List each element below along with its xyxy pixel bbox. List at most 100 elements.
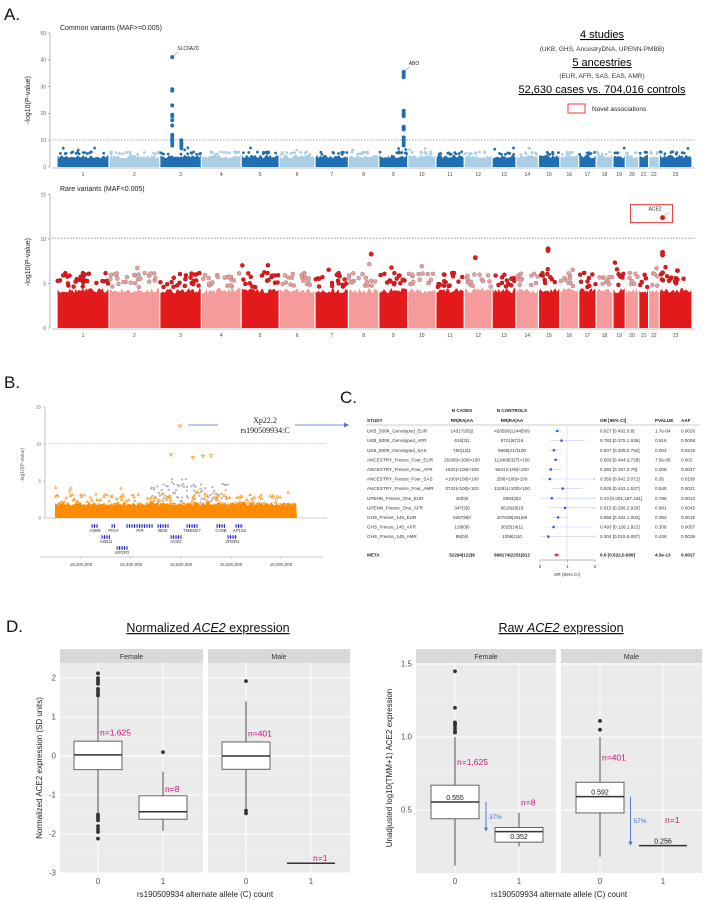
aaf: 0.0058 [681,438,695,443]
sample-size-label: n=1,625 [457,757,488,767]
x-tick-label: 15,400,000 [120,562,143,567]
x-tick-label: 1 [161,877,166,886]
normalized-xlabel: rs190509934 alternate allele (C) count [137,890,274,899]
variant-point [398,281,403,286]
variant-point [86,271,92,277]
gene-exon [104,535,105,539]
or-point [548,477,552,481]
aaf: 0.0195 [681,477,695,482]
variant-point [198,152,202,156]
variant-point [78,274,83,280]
variant-triangle-up [286,490,290,494]
variant-point [568,280,573,286]
title-gene: ACE2 [526,621,560,635]
n-cases: 3742|<100|<100 [445,486,479,491]
gene-exon [221,524,223,528]
common-title: Common variants (MAF>=0.005) [60,25,162,32]
variant-point [542,280,548,286]
chromosome-variant-cloud [649,154,659,167]
ld-variant-point [175,488,178,492]
n-controls: 420556|1244|509 [494,429,530,434]
or-point [549,468,553,471]
x-tick-label: 15,200,000 [70,562,93,567]
gene-exon [186,524,188,528]
variant-point [356,152,360,156]
variant-triangle-up [132,494,136,498]
studies-detail: (UKB, GHS, AncestryDNA, UPENN-PMBB) [540,46,665,53]
chromosome-variant-cloud [201,154,241,167]
ld-variant-point [193,489,196,492]
or-ci: 0.493 [0.126,1.921] [600,525,640,530]
hit-point [401,114,406,119]
gene-label: ACE2 [170,539,182,544]
variant-triangle-up [132,498,137,502]
chromosome-label: 14 [524,172,530,178]
chromosome-variant-cloud [379,154,408,167]
facet-strip [561,649,702,663]
variant-point [470,283,475,289]
variant-point [153,152,157,156]
hit-label-ACE2: ACE2 [649,207,662,213]
n-controls: 9565|217|100 [498,448,526,453]
variant-triangle-up [167,502,172,506]
variant-point [331,150,335,154]
variant-point [638,151,642,155]
variant-point [351,271,356,276]
hit-point [170,123,175,128]
variant-triangle-up [259,496,264,500]
variant-point [600,152,604,156]
variant-triangle-up [173,502,177,506]
ld-variant-point [160,488,163,491]
variant-triangle-up [190,502,195,506]
variant-triangle-up [120,493,124,497]
variant-point [153,275,158,281]
variant-triangle-up [114,496,119,501]
hit-point [660,270,665,276]
chromosome-label: 13 [501,172,507,178]
variant-point [654,265,659,271]
variant-point [621,271,626,277]
variant-point [410,150,414,154]
variant-point [342,277,347,282]
variant-point [76,150,79,154]
or-point [550,496,554,500]
variant-triangle-up [138,501,143,505]
hit-leader-line [663,212,669,217]
variant-point [454,152,458,156]
variant-point [299,272,304,278]
sample-size-label: n=401 [248,728,272,738]
variant-point [517,282,523,288]
gene-label: BMX [158,528,167,533]
chromosome-variant-cloud [625,154,639,167]
variant-point [67,273,72,278]
sample-size-label: n=1,625 [100,728,131,738]
y-tick-label: 1.0 [401,733,413,742]
variant-point [420,271,425,276]
variant-point [560,152,564,156]
variant-point [545,266,551,272]
ld-variant-point [180,496,184,499]
ld-variant-point [200,483,203,486]
or-point [552,448,556,452]
variant-point [456,279,461,284]
variant-point [215,274,221,280]
ld-variant-point [151,494,154,497]
chromosome-variant-cloud [639,288,648,328]
study-name: GHS_Freeze_145_AMR [367,534,417,539]
variant-triangle-up [244,497,249,501]
x-tick-label: 0 [453,877,458,886]
gene-exon [189,524,190,528]
variant-point [65,281,71,286]
variant-point [336,281,341,286]
n-controls: 698174|2251|812 [494,553,530,558]
variant-triangle-up [102,494,106,498]
gene-label: ASB11 [99,539,113,544]
x-tick-label: 16,000,000 [270,562,293,567]
variant-point [166,152,170,156]
outlier-point [244,808,248,813]
variant-point [70,151,73,155]
header-controls-genotypes: RR|RA|AA [501,418,524,423]
variant-point [600,281,605,287]
or-point [552,525,555,529]
pvalue: 0.35 [655,477,664,482]
